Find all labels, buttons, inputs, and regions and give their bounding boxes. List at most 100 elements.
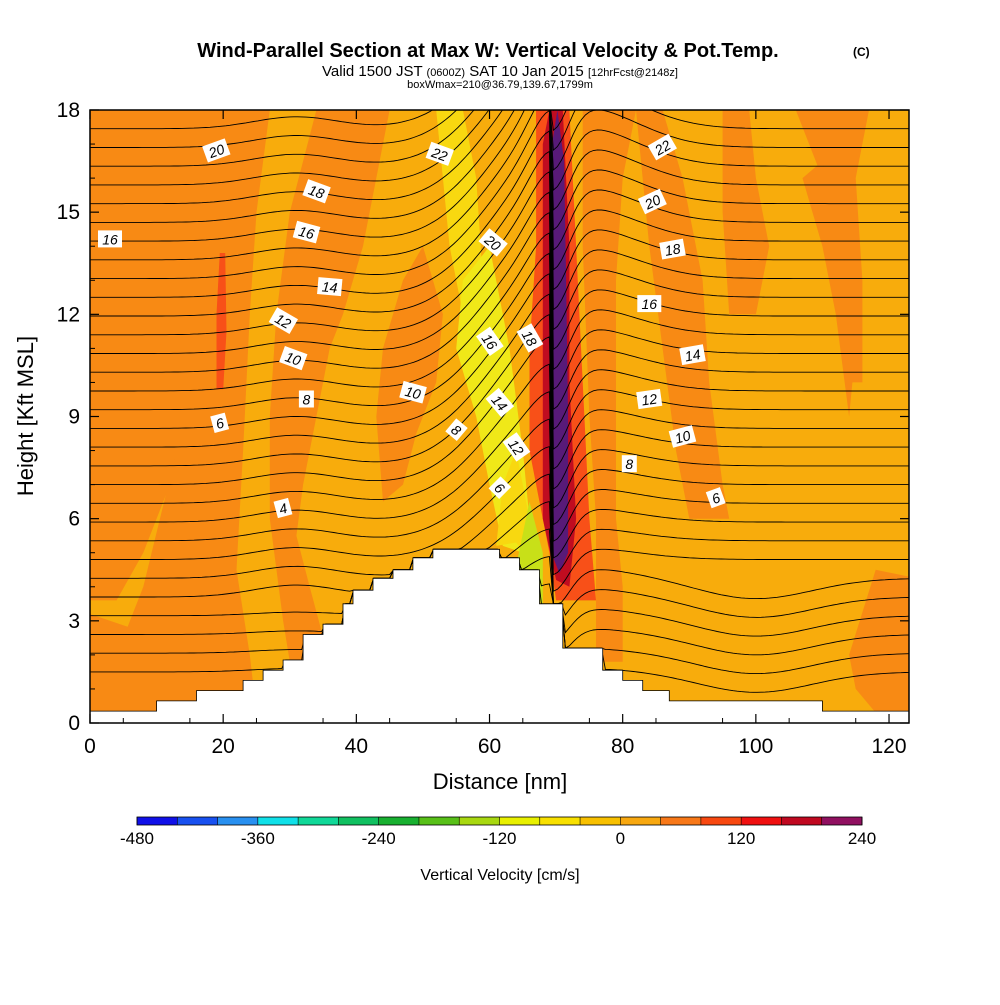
contour-label-bg	[502, 432, 531, 462]
x-axis: 0 20 40 60 80 100 120	[84, 110, 907, 758]
valid-date: SAT 10 Jan 2015	[469, 63, 584, 80]
contour-label-bg	[516, 323, 544, 353]
theta-contour-line	[90, 150, 909, 351]
colorbar-swatch	[620, 817, 662, 825]
theta-contour-label: 6	[488, 476, 512, 499]
contour-label-text: 18	[306, 182, 326, 202]
theta-contour-label: 10	[279, 346, 308, 371]
contour-label-text: 4	[277, 500, 289, 518]
contour-label-bg	[478, 228, 508, 257]
contour-label-bg	[292, 220, 321, 244]
colorbar-swatch	[821, 817, 863, 825]
contour-label-text: 8	[625, 456, 633, 472]
x-tick-label: 80	[611, 735, 634, 758]
contour-label-text: 12	[640, 390, 658, 408]
theta-contour-label: 14	[317, 277, 343, 297]
contour-label-text: 10	[403, 383, 422, 403]
fill-region-right-lower	[849, 569, 909, 713]
fill-region-top-red	[536, 110, 550, 145]
potential-temperature-contours	[90, 110, 909, 693]
theta-contour-line	[90, 130, 909, 331]
theta-contour-label: 6	[705, 487, 726, 509]
theta-contour-line	[90, 191, 909, 391]
theta-contour-label: 16	[476, 326, 504, 357]
theta-contour-line	[90, 501, 909, 618]
contour-label-bg	[317, 277, 343, 297]
fill-region-left-band	[116, 110, 270, 713]
colorbar-swatch	[338, 817, 380, 825]
colorbar-swatch	[741, 817, 782, 825]
contour-label-bg	[485, 387, 515, 418]
contour-label-bg	[679, 344, 706, 366]
box-info: boxWmax=210@36.79,139.67,1799m	[407, 79, 593, 91]
x-tick-label: 120	[872, 735, 907, 758]
y-tick-label: 6	[68, 508, 80, 531]
fill-region-right-streak	[802, 161, 856, 417]
contour-label-bg	[210, 412, 230, 433]
contour-label-text: 8	[303, 392, 311, 408]
contour-label-bg	[425, 141, 454, 166]
colorbar-swatch	[459, 817, 500, 825]
fill-region-right-band	[582, 110, 636, 662]
contour-label-bg	[445, 418, 468, 442]
theta-contour-label: 8	[621, 455, 637, 473]
theta-contour-label: 18	[659, 238, 686, 260]
colorbar-swatch	[217, 817, 259, 825]
theta-contour-label: 6	[210, 412, 230, 433]
contour-label-text: 20	[206, 141, 227, 162]
copyright-mark: (C)	[853, 45, 870, 59]
contour-label-bg	[268, 307, 298, 335]
fill-region-right-blob	[722, 110, 770, 315]
colorbar-tick-label: -480	[120, 829, 154, 848]
theta-contour-label: 8	[298, 390, 314, 408]
y-tick-label: 18	[57, 99, 80, 122]
colorbar-swatch	[660, 817, 702, 825]
theta-contour-line	[90, 110, 909, 211]
colorbar-swatch	[137, 817, 178, 825]
y-axis-label: Height [Kft MSL]	[13, 336, 38, 496]
contour-label-text: 16	[642, 296, 658, 312]
theta-contour-label: 10	[668, 425, 697, 448]
theta-contour-label: 4	[273, 497, 293, 519]
contour-label-text: 12	[272, 310, 294, 332]
theta-contour-label: 14	[679, 344, 706, 366]
colorbar-swatch	[177, 817, 218, 825]
fill-region-left-streak	[216, 253, 227, 390]
colorbar-swatch	[539, 817, 581, 825]
contour-label-text: 20	[641, 191, 663, 213]
colorbar-swatch	[298, 817, 339, 825]
x-tick-label: 60	[478, 735, 501, 758]
colorbar-swatch	[378, 817, 420, 825]
x-tick-label: 20	[211, 735, 234, 758]
theta-contour-label: 14	[485, 387, 515, 418]
contour-label-text: 22	[651, 137, 674, 159]
contour-label-bg	[659, 238, 686, 260]
contour-label-text: 22	[429, 144, 450, 165]
contour-label-bg	[647, 133, 677, 161]
colorbar-swatch	[781, 817, 823, 825]
theta-contour-label: 16	[637, 295, 662, 313]
colorbar-label: Vertical Velocity [cm/s]	[420, 867, 579, 884]
theta-contour-line	[90, 232, 909, 431]
theta-contour-line	[90, 110, 909, 271]
theta-contour-line	[90, 110, 909, 231]
terrain	[90, 548, 909, 723]
theta-contour-line	[90, 110, 909, 251]
valid-time: Valid 1500 JST	[322, 63, 422, 80]
theta-contour-label: 18	[302, 179, 331, 204]
theta-contour-line	[90, 252, 909, 450]
fill-region-updraft-max	[549, 110, 569, 574]
y-tick-label: 0	[68, 712, 80, 735]
colorbar-swatch	[499, 817, 541, 825]
contour-label-text: 16	[102, 231, 118, 247]
contour-label-bg	[202, 138, 231, 163]
theta-contour-line	[90, 110, 909, 311]
y-tick-label: 12	[57, 303, 80, 326]
colorbar: -480 -360 -240 -120 0 120 240	[120, 816, 876, 848]
x-tick-label: 100	[738, 735, 773, 758]
contour-label-bg	[273, 497, 293, 519]
contour-label-bg	[476, 326, 504, 357]
colorbar-tick-label: 240	[848, 829, 876, 848]
fill-region-mid-blob	[376, 246, 443, 502]
